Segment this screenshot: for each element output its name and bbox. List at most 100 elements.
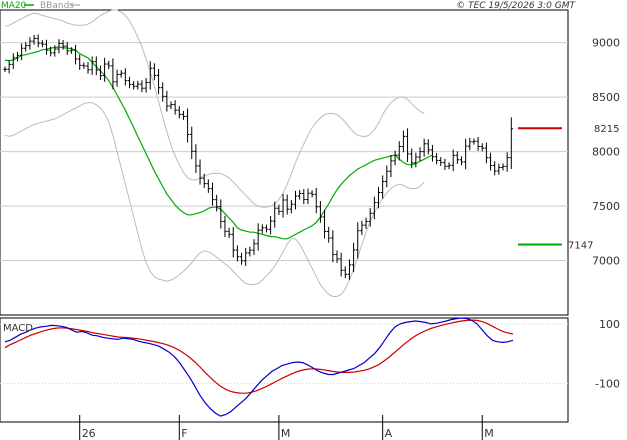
ohlc-bar [185, 108, 190, 143]
ma20-line [4, 46, 433, 240]
ohlc-bar [123, 68, 128, 86]
ohlc-bar [252, 239, 256, 255]
macd-line [4, 317, 514, 417]
ohlc-bar [459, 156, 464, 166]
ohlc-bar [355, 222, 360, 259]
ohlc-bar [98, 65, 103, 80]
ohlc-bar [335, 250, 339, 263]
ohlc-bar [281, 193, 285, 218]
ohlc-bar [177, 106, 182, 119]
ohlc-bar [314, 187, 319, 214]
ohlc-bar [268, 215, 273, 235]
ohlc-bar [492, 161, 497, 176]
ohlc-bar [156, 68, 161, 95]
macd-tick-label: 100 [599, 318, 620, 331]
ohlc-bar [198, 159, 202, 185]
ohlc-bar [194, 144, 198, 173]
ohlc-bar [7, 60, 11, 74]
ohlc-bar [389, 155, 393, 178]
ohlc-bar [430, 145, 435, 162]
ohlc-bar [318, 200, 323, 223]
ohlc-bar [210, 182, 215, 206]
ohlc-bar [189, 126, 194, 160]
ohlc-bar [331, 230, 335, 263]
x-tick-label: M [281, 427, 291, 440]
ohlc-bar [32, 34, 36, 45]
ohlc-bar [351, 242, 356, 273]
ohlc-bar [347, 259, 352, 280]
ohlc-bar [102, 57, 107, 82]
ohlc-bar [505, 152, 509, 172]
ohlc-bar [23, 42, 28, 52]
ohlc-bar [422, 138, 426, 157]
support-label: 7147 [568, 241, 593, 252]
ohlc-bar [414, 152, 418, 168]
ohlc-bar [202, 173, 206, 188]
ohlc-bar [376, 186, 381, 209]
resistance-label: 8215 [594, 124, 619, 135]
ohlc-bar [306, 188, 310, 205]
ohlc-bar [15, 51, 20, 62]
ohlc-bar [364, 217, 368, 229]
ohlc-bar [248, 246, 252, 257]
ohlc-bar [77, 54, 82, 70]
ohlc-bar [443, 158, 447, 171]
price-tick-label: 9000 [592, 37, 620, 50]
ohlc-bar [243, 247, 248, 266]
ohlc-bar [86, 62, 90, 74]
ohlc-bar [272, 201, 277, 228]
ohlc-bar [393, 150, 397, 166]
ohlc-bar [289, 200, 294, 214]
ohlc-bar [455, 151, 460, 164]
ohlc-bar [472, 138, 476, 145]
x-tick-label: A [385, 427, 393, 440]
ohlc-bar [115, 69, 119, 87]
ohlc-bar [90, 56, 94, 75]
ohlc-bar [136, 80, 140, 90]
ohlc-bar [343, 266, 348, 279]
ohlc-bar [310, 190, 314, 198]
legend-ma-label: MA20 [1, 1, 27, 11]
ohlc-bar [65, 42, 70, 55]
ohlc-bar [426, 139, 431, 155]
ohlc-bar [160, 82, 165, 102]
ohlc-bar [53, 45, 57, 57]
ohlc-bar [57, 39, 61, 54]
ohlc-bar [36, 34, 40, 48]
legend-bb-label: BBands [40, 1, 74, 11]
ohlc-bar [82, 62, 86, 69]
ohlc-bar [418, 147, 422, 162]
ohlc-bar [94, 56, 99, 76]
ohlc-bar [227, 227, 231, 239]
macd-title: MACD [3, 323, 33, 334]
ohlc-bar [293, 190, 298, 210]
ohlc-bar [140, 80, 144, 93]
ohlc-bar [326, 226, 331, 243]
price-tick-label: 8500 [592, 91, 620, 104]
ohlc-bar [434, 152, 439, 165]
ohlc-bar [28, 37, 32, 50]
ohlc-bar [401, 130, 406, 153]
ohlc-bar [231, 226, 236, 258]
ohlc-bar [322, 209, 327, 239]
ohlc-bar [264, 224, 269, 233]
ohlc-bar [409, 148, 414, 169]
ohlc-bar [214, 194, 219, 212]
ohlc-bar [148, 61, 153, 90]
ohlc-bar [235, 245, 240, 262]
ohlc-bar [44, 39, 49, 55]
ohlc-bar [127, 76, 132, 89]
ohlc-bar [239, 252, 244, 265]
ohlc-bar [260, 224, 265, 234]
ohlc-bar [405, 128, 410, 162]
ohlc-bar [368, 208, 372, 227]
x-tick-label: F [181, 427, 187, 440]
bband-upper-line [4, 9, 425, 208]
price-tick-label: 8000 [592, 146, 620, 159]
ohlc-bar [480, 143, 485, 152]
ohlc-bar [339, 252, 343, 277]
ohlc-bar [297, 189, 302, 200]
ohlc-bar [497, 163, 501, 175]
ohlc-bar [165, 90, 169, 112]
